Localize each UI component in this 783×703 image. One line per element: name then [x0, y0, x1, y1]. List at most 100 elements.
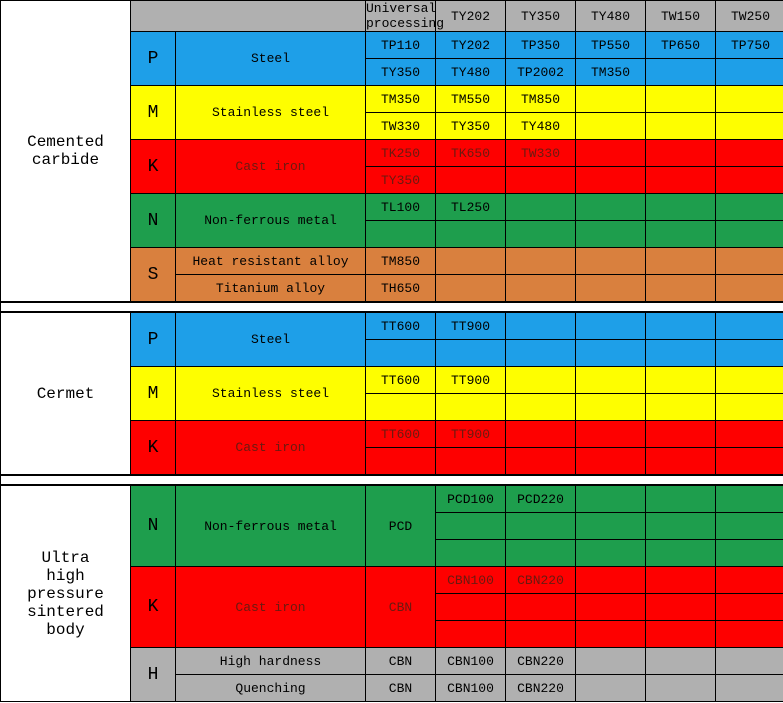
grade-cell [576, 675, 646, 702]
grade-cell [646, 340, 716, 367]
iso-class-letter: M [131, 86, 176, 140]
material-name: High hardness [176, 648, 366, 675]
grade-cell [576, 86, 646, 113]
grade-cell: TY480 [506, 113, 576, 140]
grade-cell: TM850 [506, 86, 576, 113]
grade-cell: TK650 [436, 140, 506, 167]
grade-cell [366, 448, 436, 476]
grade-cell [366, 394, 436, 421]
grade-cell: Steel [176, 32, 366, 86]
grade-cell: TW150 [646, 1, 716, 32]
iso-class-letter: K [131, 421, 176, 476]
grade-cell [576, 367, 646, 394]
grade-cell: TH650 [366, 275, 436, 303]
grade-cell: CBN220 [506, 567, 576, 594]
grade-cell: TP550 [576, 32, 646, 59]
iso-class-letter: M [131, 367, 176, 421]
grade-cell [576, 312, 646, 340]
grade-cell: TT900 [436, 421, 506, 448]
grade-cell [436, 275, 506, 303]
grade-cell [646, 394, 716, 421]
grade-cell: CBN100 [436, 675, 506, 702]
grade-cell [576, 421, 646, 448]
grade-cell: TY202 [436, 32, 506, 59]
grade-cell: TY202 [436, 1, 506, 32]
grade-cell: TP650 [646, 32, 716, 59]
grade-cell [506, 367, 576, 394]
grade-cell [506, 221, 576, 248]
iso-class-letter: P [131, 32, 176, 86]
grade-cell [436, 221, 506, 248]
grade-cell [716, 59, 783, 86]
material-name: Stainless steel [176, 367, 366, 421]
grade-cell: TY350 [366, 167, 436, 194]
grade-cell [506, 594, 576, 621]
grade-cell [576, 448, 646, 476]
table-row: CementedcarbideUniversal processingTY202… [1, 1, 783, 32]
grade-cell: PCD100 [436, 485, 506, 513]
grade-cell [716, 513, 783, 540]
material-name: Cast iron [176, 567, 366, 648]
category-label: Ultrahighpressuresinteredbody [1, 485, 131, 702]
grade-cell [646, 140, 716, 167]
grade-cell [716, 567, 783, 594]
grade-cell [506, 167, 576, 194]
iso-class-letter: S [131, 248, 176, 303]
grade-cell [436, 540, 506, 567]
grade-cell: TT600 [366, 312, 436, 340]
grade-cell [716, 113, 783, 140]
grade-cell [366, 340, 436, 367]
section-gap [1, 302, 783, 312]
grade-cell [506, 448, 576, 476]
grade-cell: PCD220 [506, 485, 576, 513]
grade-cell [646, 221, 716, 248]
grade-cell [646, 194, 716, 221]
material-name: Stainless steel [176, 86, 366, 140]
grade-cell [646, 86, 716, 113]
material-subtype: PCD [366, 485, 436, 567]
grade-cell: TM350 [576, 59, 646, 86]
grade-cell [576, 540, 646, 567]
grade-cell [646, 59, 716, 86]
grade-cell [506, 421, 576, 448]
grade-cell [506, 540, 576, 567]
grade-cell [506, 621, 576, 648]
grade-cell [646, 675, 716, 702]
grade-cell [506, 248, 576, 275]
grade-cell [716, 675, 783, 702]
material-name: Non-ferrous metal [176, 485, 366, 567]
grade-cell [716, 540, 783, 567]
table-row: CermetPSteelTT600TT900 [1, 312, 783, 340]
grade-cell [646, 594, 716, 621]
grade-cell: CBN100 [436, 567, 506, 594]
grade-cell [716, 594, 783, 621]
grade-cell [576, 221, 646, 248]
grade-cell [716, 621, 783, 648]
grade-cell: TY350 [366, 59, 436, 86]
grade-cell [646, 485, 716, 513]
grade-cell [646, 113, 716, 140]
grade-cell [436, 513, 506, 540]
iso-class-letter: K [131, 567, 176, 648]
grade-cell [506, 312, 576, 340]
grade-cell [436, 340, 506, 367]
grade-cell [716, 648, 783, 675]
grade-cell [716, 167, 783, 194]
grade-cell [646, 540, 716, 567]
grade-cell: TY350 [506, 1, 576, 32]
iso-class-letter: K [131, 140, 176, 194]
grade-cell [576, 167, 646, 194]
grade-cell: TL250 [436, 194, 506, 221]
grade-cell [716, 367, 783, 394]
iso-class-letter: H [131, 648, 176, 702]
grade-cell [576, 340, 646, 367]
grade-cell: TP110 [366, 32, 436, 59]
grade-cell [646, 567, 716, 594]
material-name: Universal processing [366, 1, 436, 32]
grade-cell [576, 394, 646, 421]
grade-cell: CBN220 [506, 675, 576, 702]
iso-class-letter: N [131, 485, 176, 567]
grade-cell [576, 567, 646, 594]
grade-cell [716, 221, 783, 248]
material-name: Heat resistant alloy [176, 248, 366, 275]
